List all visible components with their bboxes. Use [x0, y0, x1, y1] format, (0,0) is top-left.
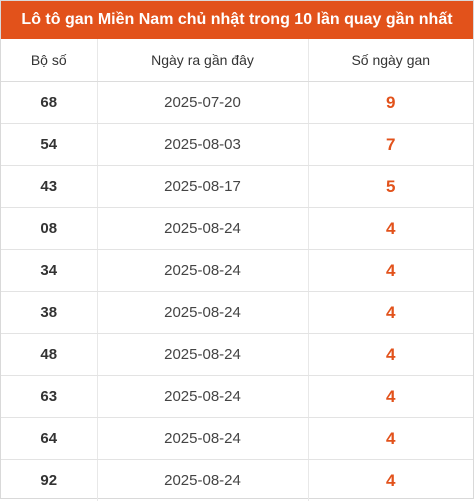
header-number: Bộ số: [1, 39, 97, 82]
lo-gan-table: Bộ số Ngày ra gần đây Số ngày gan 68 202…: [1, 39, 473, 501]
cell-date: 2025-08-24: [97, 418, 308, 460]
header-last-date: Ngày ra gần đây: [97, 39, 308, 82]
cell-date: 2025-08-17: [97, 166, 308, 208]
cell-number: 08: [1, 208, 97, 250]
cell-number: 63: [1, 376, 97, 418]
cell-date: 2025-08-24: [97, 334, 308, 376]
cell-number: 68: [1, 82, 97, 124]
cell-date: 2025-08-24: [97, 208, 308, 250]
header-days-gan: Số ngày gan: [308, 39, 473, 82]
table-row: 54 2025-08-03 7: [1, 124, 473, 166]
panel-title: Lô tô gan Miền Nam chủ nhật trong 10 lần…: [1, 1, 473, 39]
cell-days: 4: [308, 334, 473, 376]
table-row: 48 2025-08-24 4: [1, 334, 473, 376]
cell-days: 5: [308, 166, 473, 208]
cell-days: 9: [308, 82, 473, 124]
cell-date: 2025-07-20: [97, 82, 308, 124]
cell-date: 2025-08-24: [97, 250, 308, 292]
table-row: 08 2025-08-24 4: [1, 208, 473, 250]
table-row: 92 2025-08-24 4: [1, 460, 473, 501]
cell-number: 92: [1, 460, 97, 501]
table-row: 34 2025-08-24 4: [1, 250, 473, 292]
cell-date: 2025-08-24: [97, 292, 308, 334]
cell-number: 54: [1, 124, 97, 166]
table-row: 43 2025-08-17 5: [1, 166, 473, 208]
cell-number: 43: [1, 166, 97, 208]
cell-date: 2025-08-03: [97, 124, 308, 166]
table-row: 68 2025-07-20 9: [1, 82, 473, 124]
cell-days: 4: [308, 250, 473, 292]
cell-number: 38: [1, 292, 97, 334]
table-row: 63 2025-08-24 4: [1, 376, 473, 418]
cell-days: 4: [308, 460, 473, 501]
cell-number: 34: [1, 250, 97, 292]
table-header-row: Bộ số Ngày ra gần đây Số ngày gan: [1, 39, 473, 82]
cell-days: 4: [308, 208, 473, 250]
cell-number: 64: [1, 418, 97, 460]
table-row: 38 2025-08-24 4: [1, 292, 473, 334]
cell-days: 4: [308, 376, 473, 418]
cell-date: 2025-08-24: [97, 460, 308, 501]
cell-days: 4: [308, 292, 473, 334]
cell-number: 48: [1, 334, 97, 376]
table-row: 64 2025-08-24 4: [1, 418, 473, 460]
cell-date: 2025-08-24: [97, 376, 308, 418]
cell-days: 7: [308, 124, 473, 166]
cell-days: 4: [308, 418, 473, 460]
